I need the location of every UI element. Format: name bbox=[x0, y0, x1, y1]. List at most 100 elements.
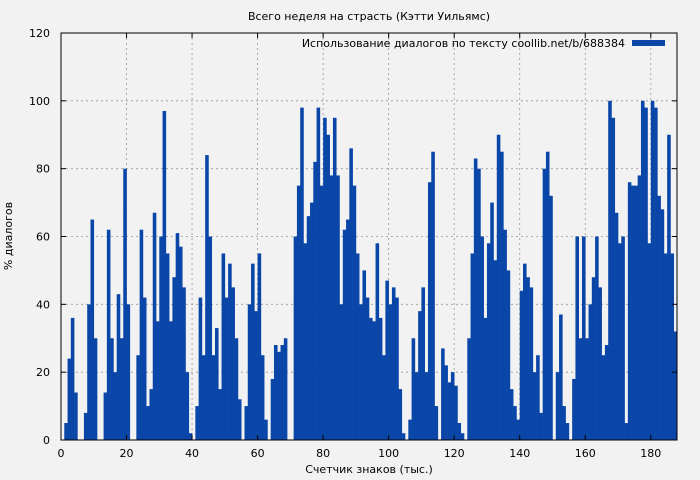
data-bar bbox=[391, 287, 396, 440]
data-bar bbox=[323, 117, 327, 441]
data-bar bbox=[562, 406, 566, 440]
y-tick-label: 40 bbox=[36, 298, 50, 311]
data-bar bbox=[395, 297, 399, 440]
data-bar bbox=[352, 185, 357, 440]
data-bar bbox=[549, 195, 553, 440]
data-bar bbox=[74, 392, 78, 440]
data-bar bbox=[146, 406, 150, 440]
data-bar bbox=[195, 406, 199, 440]
data-bar bbox=[221, 253, 226, 440]
data-bar bbox=[663, 253, 668, 440]
data-bar bbox=[178, 246, 183, 440]
data-bar bbox=[611, 117, 616, 441]
data-bar bbox=[532, 372, 537, 440]
data-bar bbox=[526, 277, 530, 440]
data-bar bbox=[631, 185, 635, 440]
data-bar bbox=[598, 287, 602, 440]
data-bar bbox=[421, 287, 426, 440]
data-bar bbox=[182, 287, 186, 440]
data-bar bbox=[172, 277, 176, 440]
data-bar bbox=[660, 209, 665, 440]
data-bar bbox=[529, 287, 534, 440]
data-bar bbox=[188, 433, 193, 440]
data-bar bbox=[470, 253, 475, 440]
data-bar bbox=[303, 243, 308, 440]
series-area bbox=[64, 100, 678, 441]
data-bar bbox=[509, 389, 514, 440]
data-bar bbox=[185, 372, 190, 440]
data-bar bbox=[244, 406, 249, 440]
data-bar bbox=[296, 185, 301, 440]
data-bar bbox=[198, 297, 203, 440]
data-bar bbox=[162, 111, 167, 440]
data-bar bbox=[486, 243, 491, 440]
data-bar bbox=[365, 297, 370, 440]
data-bar bbox=[339, 304, 344, 440]
x-tick-label: 180 bbox=[640, 447, 661, 460]
x-tick-label: 40 bbox=[185, 447, 199, 460]
y-tick-label: 120 bbox=[29, 27, 50, 40]
data-bar bbox=[273, 345, 278, 440]
y-tick-label: 60 bbox=[36, 231, 50, 244]
data-bar bbox=[595, 236, 599, 440]
data-bar bbox=[585, 338, 589, 440]
data-bar bbox=[477, 168, 481, 440]
data-bar bbox=[231, 287, 235, 440]
data-bar bbox=[654, 107, 658, 440]
data-bar bbox=[310, 202, 314, 440]
data-bar bbox=[578, 338, 583, 440]
x-tick-label: 0 bbox=[58, 447, 65, 460]
data-bar bbox=[460, 433, 465, 440]
data-bar bbox=[359, 304, 363, 440]
data-bar bbox=[247, 304, 252, 440]
data-bar bbox=[378, 317, 383, 440]
data-bar bbox=[503, 229, 507, 440]
data-bar bbox=[542, 168, 547, 440]
data-bar bbox=[457, 423, 462, 440]
data-bar bbox=[283, 338, 288, 440]
data-bar bbox=[473, 158, 478, 440]
data-bar bbox=[355, 253, 360, 440]
data-bar bbox=[342, 229, 347, 440]
data-bar bbox=[513, 406, 517, 440]
data-bar bbox=[251, 263, 255, 440]
data-bar bbox=[201, 355, 206, 440]
data-bar bbox=[604, 345, 609, 440]
y-tick-label: 20 bbox=[36, 366, 50, 379]
y-tick-label: 80 bbox=[36, 163, 50, 176]
data-bar bbox=[369, 317, 373, 440]
data-bar bbox=[319, 185, 324, 440]
data-bar bbox=[316, 107, 321, 440]
data-bar bbox=[93, 338, 98, 440]
data-bar bbox=[175, 233, 180, 440]
data-bar bbox=[454, 385, 458, 440]
data-bar bbox=[480, 236, 484, 440]
data-bar bbox=[601, 355, 606, 440]
data-bar bbox=[634, 185, 638, 440]
data-bar bbox=[506, 270, 511, 440]
data-bar bbox=[67, 358, 72, 440]
data-bar bbox=[237, 399, 242, 440]
data-bar bbox=[149, 389, 154, 440]
data-bar bbox=[427, 182, 432, 440]
data-bar bbox=[637, 175, 642, 440]
data-bar bbox=[270, 378, 275, 440]
data-bar bbox=[545, 151, 550, 441]
data-bar bbox=[260, 355, 265, 440]
data-bar bbox=[123, 168, 127, 440]
data-bar bbox=[572, 378, 576, 440]
data-bar bbox=[441, 348, 445, 440]
data-bar bbox=[447, 382, 452, 440]
data-bar bbox=[234, 338, 239, 440]
x-tick-label: 160 bbox=[575, 447, 596, 460]
x-tick-label: 20 bbox=[120, 447, 134, 460]
data-bar bbox=[555, 372, 560, 440]
x-tick-label: 60 bbox=[251, 447, 265, 460]
data-bar bbox=[159, 236, 163, 440]
data-bar bbox=[326, 134, 330, 440]
y-tick-label: 100 bbox=[29, 95, 50, 108]
data-bar bbox=[418, 311, 422, 440]
data-bar bbox=[382, 355, 386, 440]
data-bar bbox=[300, 107, 304, 440]
